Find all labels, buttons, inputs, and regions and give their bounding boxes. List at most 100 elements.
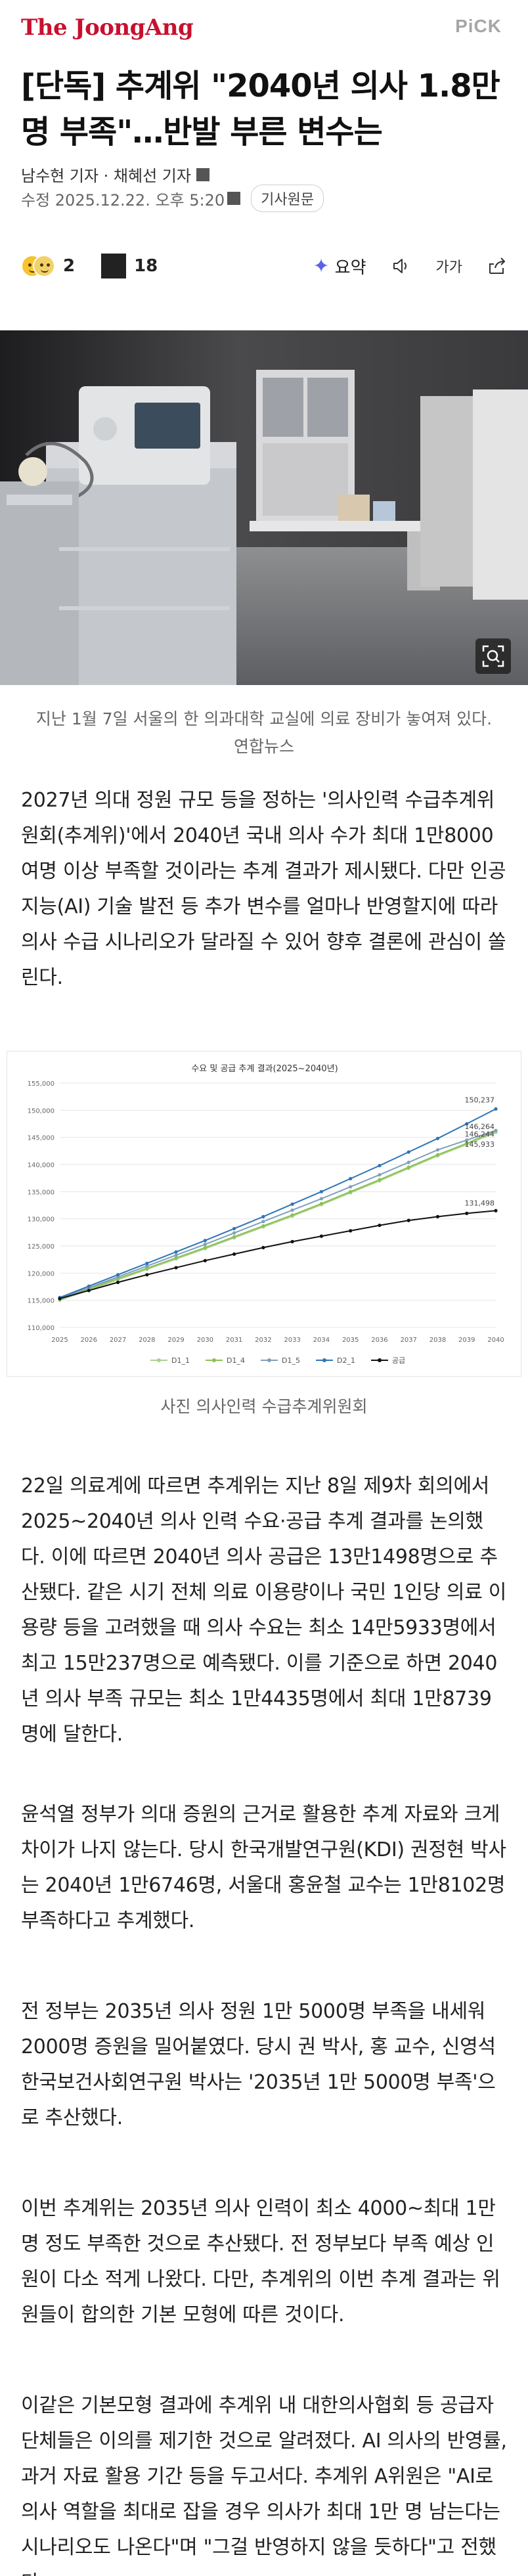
zoom-icon [482, 645, 504, 667]
reaction-button[interactable]: 2 [21, 253, 75, 279]
data-point [261, 1245, 265, 1250]
data-point [290, 1202, 294, 1206]
x-tick-label: 2035 [342, 1337, 359, 1344]
body-paragraph-6: 이같은 기본모형 결과에 추계위 내 대한의사협회 등 공급자 단체들은 이의를… [21, 2394, 507, 2576]
pick-badge[interactable]: PiCK [455, 16, 502, 36]
data-point [290, 1208, 294, 1212]
data-point [145, 1261, 149, 1266]
data-point [232, 1226, 236, 1231]
reporter-names[interactable]: 남수현 기자 · 채혜선 기자 [21, 167, 191, 185]
site-header: The JoongAng PiCK [0, 0, 528, 60]
data-point [319, 1189, 323, 1193]
x-tick-label: 2031 [226, 1337, 242, 1344]
byline: 남수현 기자 · 채혜선 기자 [21, 163, 209, 186]
body-paragraph-3: 윤석열 정부가 의대 증원의 근거로 활용한 추계 자료와 크게 차이가 나지 … [21, 1803, 506, 1932]
data-point [319, 1201, 323, 1206]
photo-caption: 지난 1월 7일 서울의 한 의과대학 교실에 의료 장비가 놓여져 있다. 연… [35, 709, 493, 756]
data-point [407, 1218, 410, 1222]
font-size-button[interactable]: 가가 [436, 255, 462, 277]
data-point [407, 1161, 410, 1165]
article-tools: ✦ 요약 가가 [313, 254, 507, 278]
x-tick-label: 2039 [458, 1337, 475, 1344]
data-point [203, 1242, 207, 1247]
date-badge-icon [227, 192, 241, 205]
data-point [174, 1250, 178, 1254]
data-point [349, 1189, 353, 1193]
data-point [435, 1148, 440, 1152]
legend-marker [157, 1358, 161, 1362]
summary-button[interactable]: ✦ 요약 [313, 254, 366, 278]
site-logo[interactable]: The JoongAng [21, 14, 194, 41]
zoom-photo-button[interactable] [475, 638, 511, 674]
font-size-icon: 가가 [435, 259, 462, 276]
data-point [465, 1122, 469, 1126]
data-point [261, 1220, 265, 1224]
x-tick-label: 2026 [81, 1337, 97, 1344]
legend-label: D1_4 [227, 1356, 245, 1365]
x-tick-label: 2033 [284, 1337, 300, 1344]
audio-button[interactable] [391, 256, 411, 276]
x-tick-label: 2025 [51, 1337, 68, 1344]
data-point [290, 1239, 294, 1243]
data-point [232, 1231, 236, 1235]
data-point [87, 1284, 91, 1288]
data-point [349, 1176, 353, 1181]
x-tick-label: 2034 [313, 1337, 330, 1344]
data-point [203, 1245, 207, 1250]
article-photo[interactable] [0, 330, 528, 685]
data-point [465, 1142, 469, 1145]
x-tick-label: 2032 [255, 1337, 271, 1344]
x-tick-label: 2036 [371, 1337, 387, 1344]
x-tick-label: 2040 [487, 1337, 504, 1344]
original-article-button[interactable]: 기사원문 [251, 185, 324, 212]
legend-label: D1_1 [171, 1356, 190, 1365]
reporter-badge-icon [196, 167, 209, 181]
dateline: 수정 2025.12.22. 오후 5:20 기사원문 [21, 185, 324, 212]
data-point [349, 1185, 353, 1189]
emoji-reaction-icon [21, 253, 56, 279]
data-point [349, 1229, 353, 1233]
data-point [87, 1289, 91, 1293]
series-line [59, 1130, 496, 1300]
data-point [145, 1264, 149, 1268]
data-point [174, 1266, 178, 1270]
series-line [59, 1108, 496, 1299]
y-tick-label: 135,000 [28, 1189, 55, 1196]
article-headline: [단독] 추계위 "2040년 의사 1.8만명 부족"…반발 부른 변수는 [21, 68, 500, 150]
data-point [232, 1252, 236, 1256]
x-tick-label: 2027 [110, 1337, 126, 1344]
data-point [435, 1153, 440, 1157]
share-button[interactable] [487, 256, 507, 276]
series-line [59, 1210, 496, 1300]
data-point [232, 1235, 236, 1239]
body-paragraph-1: 2027년 의대 정원 규모 등을 정하는 '의사인력 수급추계위원회(추계위)… [21, 789, 506, 989]
published-date: 수정 2025.12.22. 오후 5:20 [21, 190, 225, 210]
data-point [378, 1173, 382, 1177]
data-label: 150,237 [465, 1096, 495, 1104]
data-point [494, 1209, 498, 1212]
data-point [203, 1239, 207, 1243]
data-point [174, 1253, 178, 1257]
x-tick-label: 2038 [429, 1337, 446, 1344]
x-tick-label: 2030 [197, 1337, 213, 1344]
data-label: 145,933 [465, 1140, 495, 1149]
legend-marker [267, 1358, 271, 1362]
supply-demand-chart: 수요 및 공급 추계 결과(2025~2040년) 110,000 115,000 1… [7, 1051, 521, 1377]
data-point [319, 1197, 323, 1201]
legend-label: 공급 [392, 1356, 405, 1365]
data-point [58, 1297, 62, 1300]
action-bar: 2 18 ✦ 요약 가가 [21, 250, 507, 282]
y-tick-label: 110,000 [28, 1325, 55, 1332]
data-point [290, 1213, 294, 1217]
comment-button[interactable]: 18 [75, 254, 158, 278]
data-label: 146,244 [465, 1130, 495, 1138]
y-tick-label: 130,000 [28, 1216, 55, 1224]
data-point [435, 1214, 440, 1218]
classroom-photo [0, 330, 528, 685]
body-paragraph-4: 전 정부는 2035년 의사 정원 1만 5000명 부족을 내세워 2000명… [21, 2000, 496, 2129]
data-point [145, 1273, 149, 1277]
y-tick-label: 155,000 [28, 1080, 55, 1088]
chart-title: 수요 및 공급 추계 결과(2025~2040년) [191, 1064, 338, 1074]
x-tick-label: 2029 [167, 1337, 184, 1344]
chart-svg: 수요 및 공급 추계 결과(2025~2040년) 110,000 115,000 1… [28, 1064, 504, 1365]
